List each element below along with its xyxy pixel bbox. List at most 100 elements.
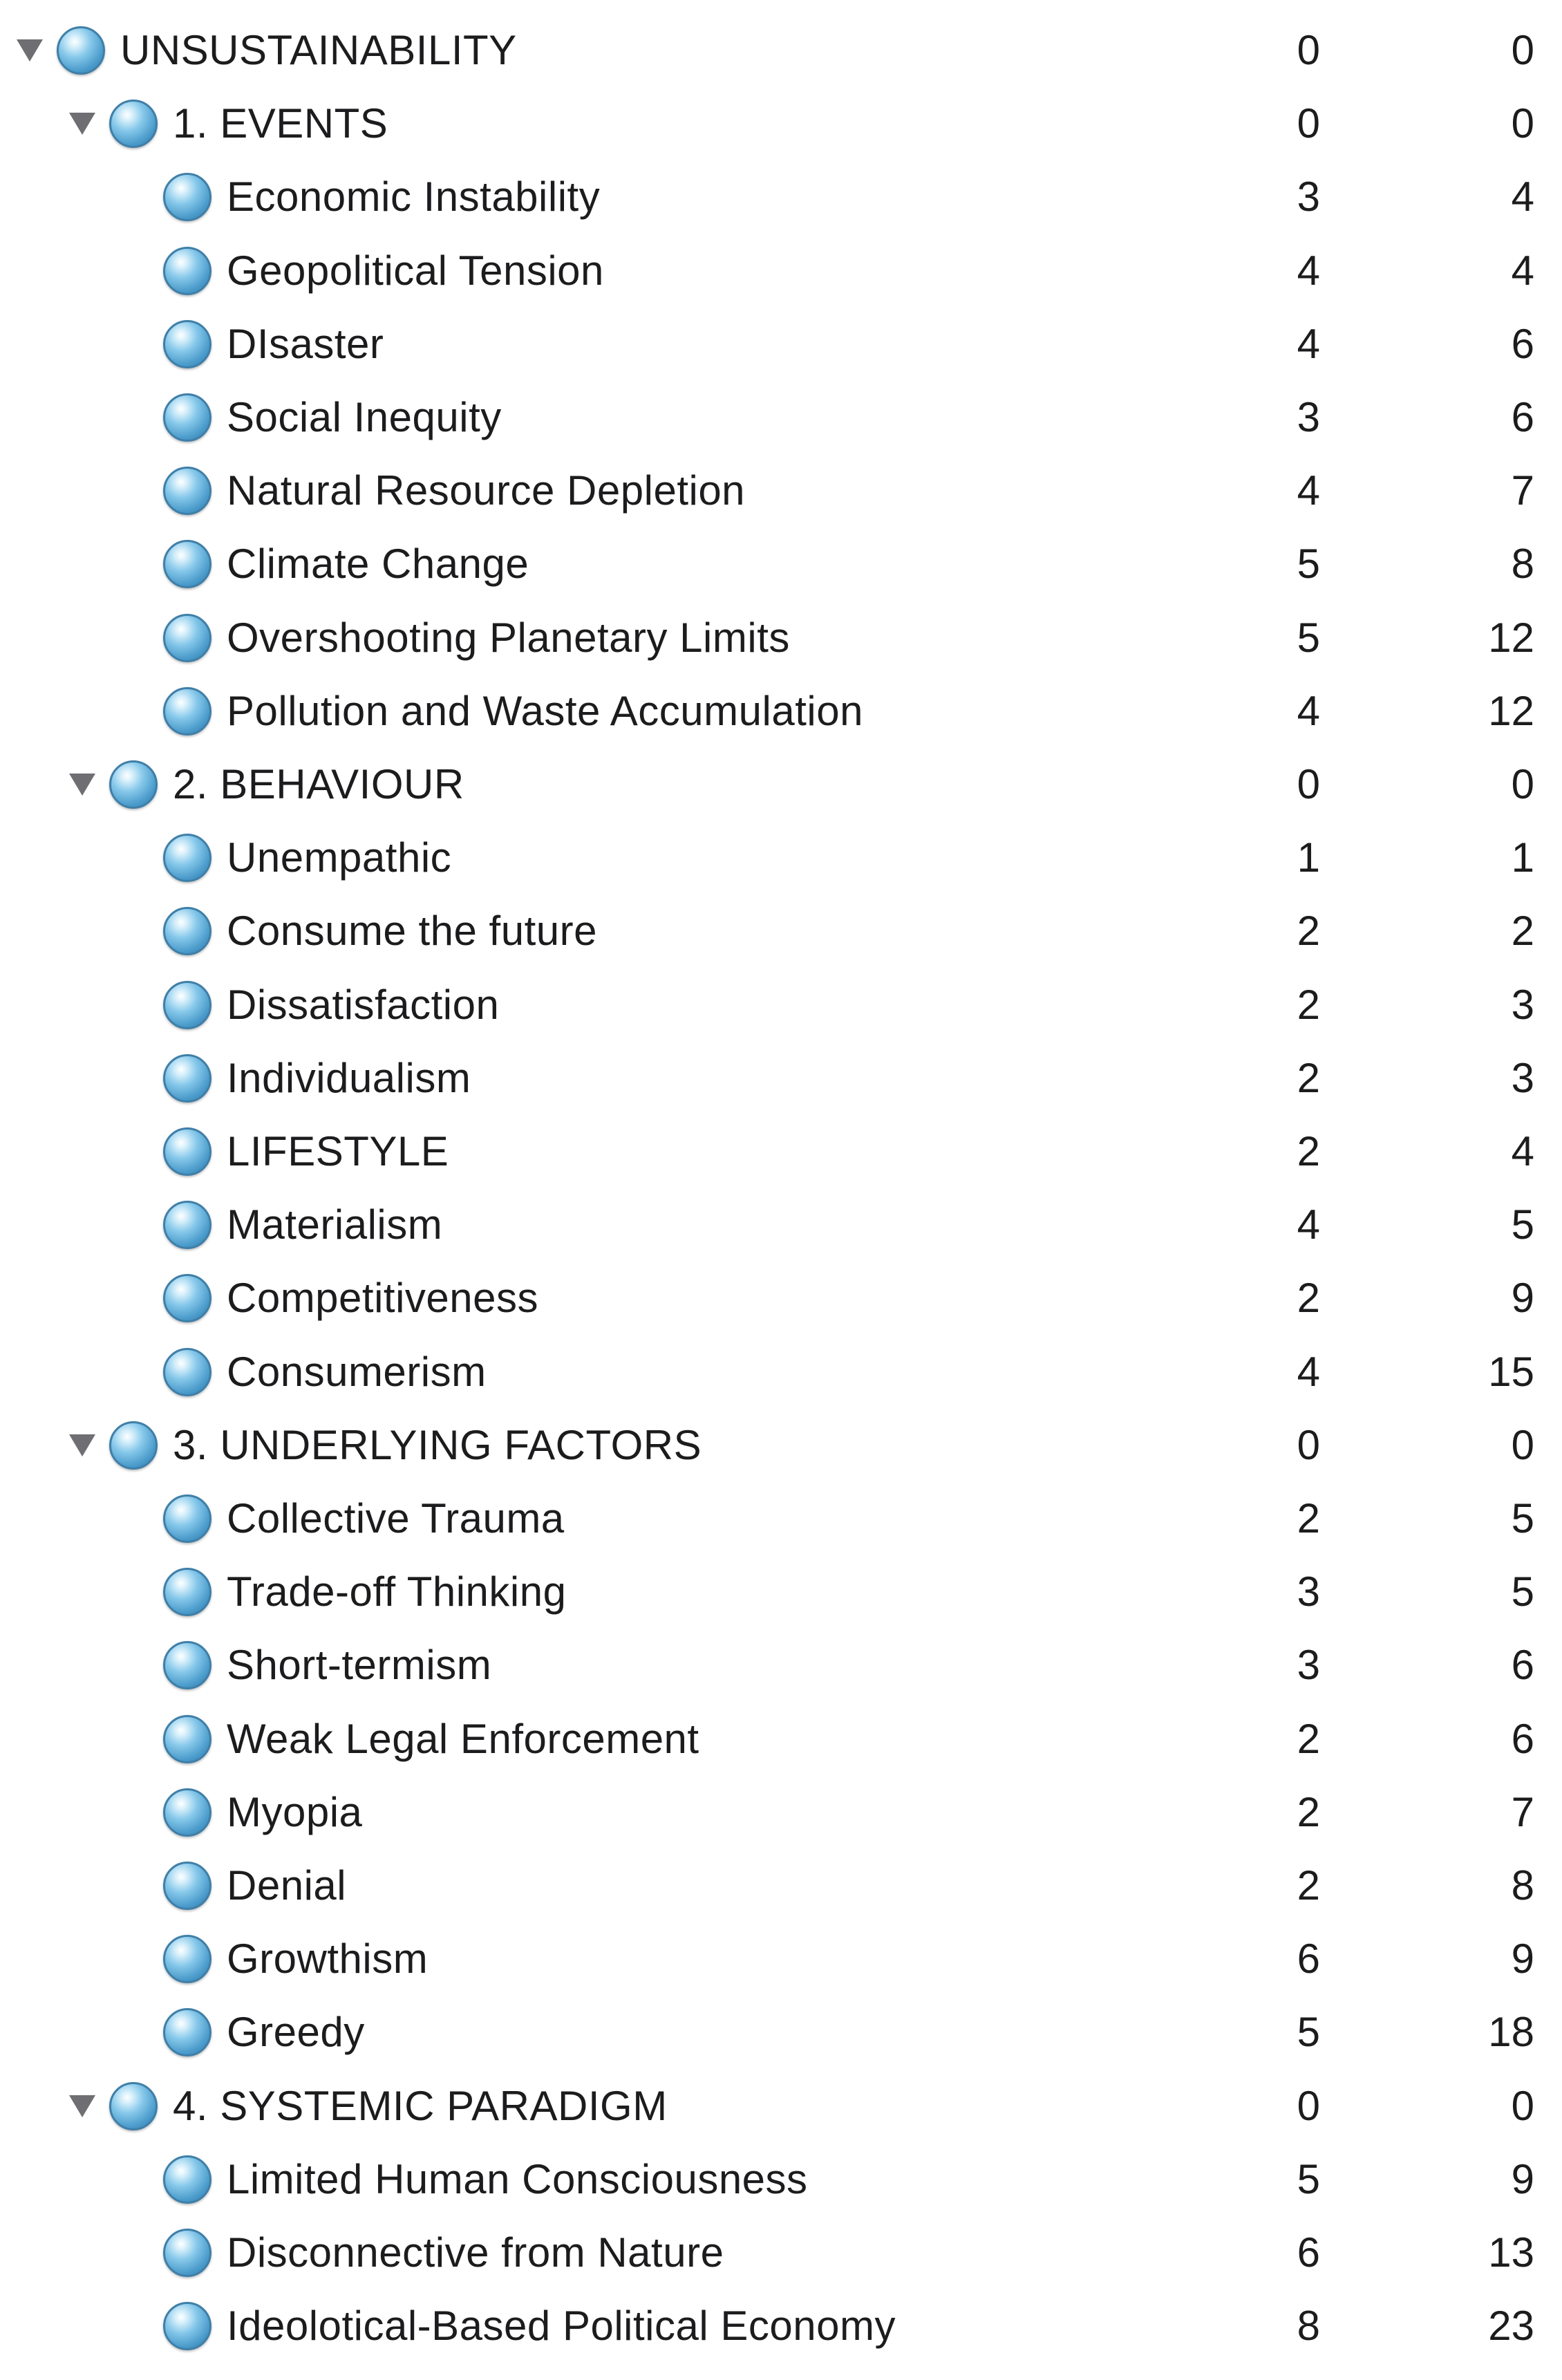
blue-sphere-bullet-icon: [109, 100, 158, 149]
column-2-value: 8: [1511, 541, 1534, 588]
column-2-value: 1: [1511, 834, 1534, 881]
outline-row[interactable]: Natural Resource Depletion 4 7: [0, 454, 1562, 527]
column-1-value: 4: [1297, 247, 1320, 294]
outline-row[interactable]: Competitiveness 2 9: [0, 1262, 1562, 1335]
outline-row-label: 1. EVENTS: [173, 100, 388, 147]
column-1-value: 2: [1297, 1275, 1320, 1322]
column-2-value: 4: [1511, 174, 1534, 221]
outline-row-label: Ideolotical-Based Political Economy: [227, 2303, 896, 2350]
column-1-value: 2: [1297, 908, 1320, 955]
column-2-value: 0: [1511, 2082, 1534, 2129]
column-2-value: 3: [1511, 1054, 1534, 1101]
outline-row[interactable]: Consume the future 2 2: [0, 894, 1562, 968]
outline-row-label: Natural Resource Depletion: [227, 467, 746, 514]
column-1-value: 2: [1297, 1054, 1320, 1101]
column-2-value: 13: [1488, 2229, 1534, 2276]
blue-sphere-bullet-icon: [163, 686, 211, 735]
column-1-value: 3: [1297, 174, 1320, 221]
outline-row[interactable]: Unempathic 1 1: [0, 821, 1562, 894]
column-2-value: 5: [1511, 1495, 1534, 1542]
outline-row-label: Competitiveness: [227, 1275, 539, 1322]
outline-row[interactable]: Economic Instability 3 4: [0, 160, 1562, 234]
blue-sphere-bullet-icon: [163, 1274, 211, 1323]
column-2-value: 7: [1511, 467, 1534, 514]
outline-row-label: Disconnective from Nature: [227, 2229, 724, 2276]
blue-sphere-bullet-icon: [163, 2008, 211, 2057]
blue-sphere-bullet-icon: [163, 834, 211, 883]
outline-row[interactable]: Climate Change 5 8: [0, 527, 1562, 601]
blue-sphere-bullet-icon: [163, 980, 211, 1029]
outline-row[interactable]: 4. SYSTEMIC PARADIGM 0 0: [0, 2070, 1562, 2143]
blue-sphere-bullet-icon: [163, 2229, 211, 2277]
outline-row[interactable]: LIFESTYLE 2 4: [0, 1115, 1562, 1188]
outline-row[interactable]: Collective Trauma 2 5: [0, 1482, 1562, 1555]
outline-row-label: UNSUSTAINABILITY: [120, 27, 517, 73]
outline-row[interactable]: Materialism 4 5: [0, 1188, 1562, 1262]
outline-row[interactable]: Growthism 6 9: [0, 1922, 1562, 1996]
outline-row[interactable]: UNSUSTAINABILITY 0 0: [0, 14, 1562, 87]
disclosure-triangle-down-icon[interactable]: [69, 774, 95, 796]
column-2-value: 0: [1511, 761, 1534, 807]
disclosure-triangle-down-icon[interactable]: [69, 1434, 95, 1456]
column-2-value: 4: [1511, 247, 1534, 294]
column-1-value: 3: [1297, 394, 1320, 440]
outline-row-label: 3. UNDERLYING FACTORS: [173, 1421, 702, 1468]
column-1-value: 4: [1297, 687, 1320, 734]
column-2-value: 7: [1511, 1788, 1534, 1835]
outline-row-label: Greedy: [227, 2009, 365, 2056]
outline-row[interactable]: Social Inequity 3 6: [0, 381, 1562, 454]
outline-row[interactable]: DIsaster 4 6: [0, 308, 1562, 381]
outline-row[interactable]: Dissatisfaction 2 3: [0, 968, 1562, 1042]
outline-row[interactable]: Limited Human Consciousness 5 9: [0, 2143, 1562, 2216]
outline-row-label: Weak Legal Enforcement: [227, 1715, 699, 1762]
column-2-value: 4: [1511, 1128, 1534, 1174]
column-1-value: 5: [1297, 2155, 1320, 2202]
outline-row-label: Materialism: [227, 1201, 443, 1248]
blue-sphere-bullet-icon: [163, 613, 211, 662]
outline-row[interactable]: Ideolotical-Based Political Economy 8 23: [0, 2289, 1562, 2363]
outline-row-label: Dissatisfaction: [227, 981, 500, 1028]
disclosure-triangle-down-icon[interactable]: [69, 113, 95, 135]
column-2-value: 3: [1511, 981, 1534, 1028]
outline-row-label: Growthism: [227, 1936, 429, 1983]
outline-row[interactable]: Short-termism 3 6: [0, 1629, 1562, 1702]
column-1-value: 2: [1297, 1128, 1320, 1174]
column-2-value: 0: [1511, 1421, 1534, 1468]
column-2-value: 9: [1511, 1936, 1534, 1983]
blue-sphere-bullet-icon: [163, 1714, 211, 1763]
outline-row[interactable]: Trade-off Thinking 3 5: [0, 1555, 1562, 1629]
blue-sphere-bullet-icon: [163, 2155, 211, 2204]
outline-row[interactable]: Denial 2 8: [0, 1849, 1562, 1922]
outline-row[interactable]: 2. BEHAVIOUR 0 0: [0, 748, 1562, 821]
outline-row[interactable]: 3. UNDERLYING FACTORS 0 0: [0, 1409, 1562, 1482]
outline-row-label: Consume the future: [227, 908, 597, 955]
outline-row-label: 2. BEHAVIOUR: [173, 761, 464, 807]
blue-sphere-bullet-icon: [163, 540, 211, 589]
outline-row[interactable]: Myopia 2 7: [0, 1776, 1562, 1849]
blue-sphere-bullet-icon: [163, 907, 211, 956]
column-2-value: 8: [1511, 1862, 1534, 1909]
outline-row-label: DIsaster: [227, 320, 384, 367]
outline-row[interactable]: Individualism 2 3: [0, 1042, 1562, 1115]
blue-sphere-bullet-icon: [163, 1127, 211, 1176]
outline-row-label: Climate Change: [227, 541, 529, 588]
outline-row[interactable]: Weak Legal Enforcement 2 6: [0, 1703, 1562, 1776]
column-1-value: 0: [1297, 100, 1320, 147]
column-1-value: 6: [1297, 1936, 1320, 1983]
blue-sphere-bullet-icon: [163, 173, 211, 222]
outline-row[interactable]: 1. EVENTS 0 0: [0, 87, 1562, 160]
outline-row[interactable]: Pollution and Waste Accumulation 4 12: [0, 675, 1562, 748]
outline-row-label: LIFESTYLE: [227, 1128, 449, 1174]
outline-row[interactable]: Geopolitical Tension 4 4: [0, 234, 1562, 308]
disclosure-triangle-down-icon[interactable]: [17, 39, 43, 62]
outline-row-label: Collective Trauma: [227, 1495, 565, 1542]
blue-sphere-bullet-icon: [163, 1494, 211, 1543]
outline-row[interactable]: Overshooting Planetary Limits 5 12: [0, 601, 1562, 675]
disclosure-triangle-down-icon[interactable]: [69, 2095, 95, 2117]
outline-row-label: 4. SYSTEMIC PARADIGM: [173, 2082, 668, 2129]
blue-sphere-bullet-icon: [109, 2081, 158, 2130]
outline-row[interactable]: Disconnective from Nature 6 13: [0, 2216, 1562, 2289]
outline-row[interactable]: Consumerism 4 15: [0, 1336, 1562, 1409]
outline-row[interactable]: Greedy 5 18: [0, 1996, 1562, 2069]
